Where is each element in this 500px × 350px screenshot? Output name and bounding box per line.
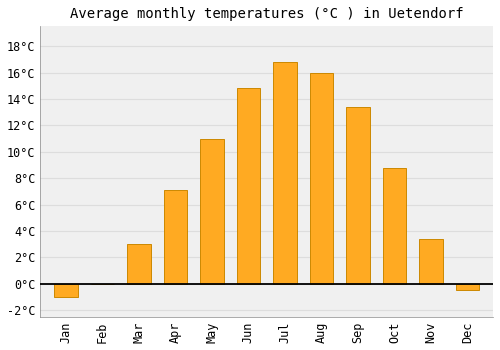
Bar — [164, 190, 188, 284]
Bar — [310, 72, 334, 284]
Bar — [236, 88, 260, 284]
Bar — [273, 62, 297, 284]
Bar — [200, 139, 224, 284]
Bar — [54, 284, 78, 297]
Title: Average monthly temperatures (°C ) in Uetendorf: Average monthly temperatures (°C ) in Ue… — [70, 7, 464, 21]
Bar — [127, 244, 151, 284]
Bar — [346, 107, 370, 284]
Bar — [456, 284, 479, 290]
Bar — [382, 168, 406, 284]
Bar — [419, 239, 443, 284]
